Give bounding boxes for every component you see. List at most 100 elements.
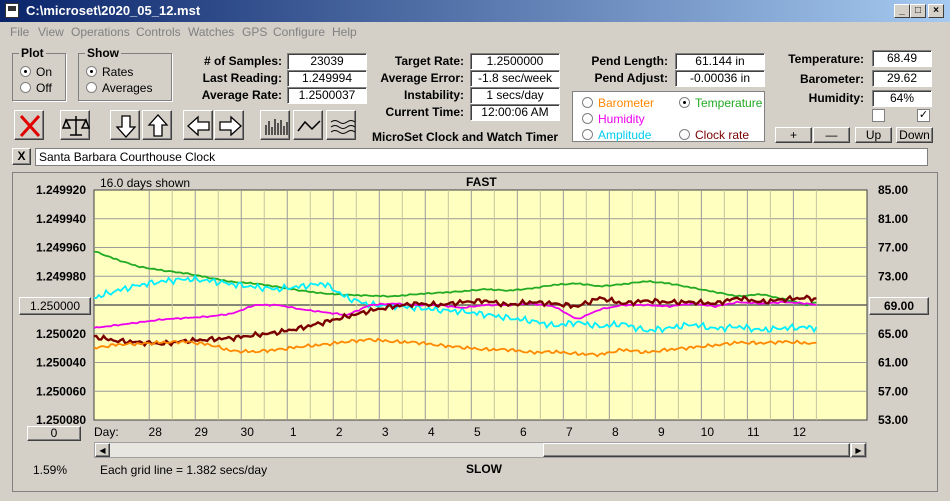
app-icon bbox=[5, 3, 19, 18]
radio-off-icon bbox=[86, 82, 97, 93]
show-rates-radio[interactable]: Rates bbox=[86, 65, 133, 79]
radio-off-icon bbox=[582, 113, 593, 124]
right-tick-label: 57.00 bbox=[878, 384, 908, 398]
line-graph-button[interactable] bbox=[293, 110, 323, 140]
show-averages-label: Averages bbox=[102, 81, 153, 95]
target-rate-field: 1.2500000 bbox=[470, 53, 560, 70]
left-tick-label: 1.250040 bbox=[36, 356, 86, 370]
right-tick-label: 85.00 bbox=[878, 183, 908, 197]
minimize-button[interactable]: _ bbox=[894, 4, 910, 18]
scale-up-button[interactable]: Up bbox=[855, 127, 892, 143]
barometer-label: Barometer: bbox=[799, 72, 864, 86]
menu-controls[interactable]: Controls bbox=[136, 25, 181, 39]
average-rate-label: Average Rate: bbox=[201, 88, 282, 102]
arrow-up-button[interactable] bbox=[142, 110, 172, 140]
center-rate-button[interactable]: 1.250000 bbox=[19, 297, 91, 315]
bar-graph-button[interactable] bbox=[260, 110, 290, 140]
days-shown-label: 16.0 days shown bbox=[100, 176, 191, 190]
clear-name-button[interactable]: X bbox=[12, 148, 31, 165]
grid-note-label: Each grid line = 1.382 secs/day bbox=[100, 463, 268, 477]
right-tick-label: 73.00 bbox=[878, 269, 908, 283]
menu-watches[interactable]: Watches bbox=[188, 25, 235, 39]
red-x-icon bbox=[19, 114, 41, 138]
pend-length-label: Pend Length: bbox=[591, 54, 668, 68]
instability-field: 1 secs/day bbox=[470, 87, 560, 104]
radio-off-icon bbox=[582, 129, 593, 140]
right-tick-label: 53.00 bbox=[878, 413, 908, 427]
arrow-right-button[interactable] bbox=[214, 110, 244, 140]
plot-off-label: Off bbox=[36, 81, 52, 95]
left-tick-label: 1.249980 bbox=[36, 269, 86, 283]
last-reading-label: Last Reading: bbox=[202, 71, 282, 85]
right-tick-label: 65.00 bbox=[878, 327, 908, 341]
day-tick-label: 8 bbox=[612, 425, 619, 439]
day-tick-label: 2 bbox=[336, 425, 343, 439]
scroll-right-button[interactable]: ▶ bbox=[851, 443, 866, 457]
plot-off-radio[interactable]: Off bbox=[20, 81, 52, 95]
menu-help[interactable]: Help bbox=[332, 25, 357, 39]
menu-view[interactable]: View bbox=[38, 25, 64, 39]
arrow-left-icon bbox=[187, 115, 210, 137]
time-scrollbar[interactable]: ◀ ▶ bbox=[94, 442, 867, 458]
average-rate-field: 1.2500037 bbox=[287, 87, 367, 104]
sensor-temperature-radio[interactable]: Temperature bbox=[679, 96, 762, 110]
left-tick-label: 1.249940 bbox=[36, 212, 86, 226]
menu-file[interactable]: File bbox=[10, 25, 30, 39]
scale-minus-button[interactable]: — bbox=[813, 127, 850, 143]
sensor-select-box: Barometer Temperature Humidity Amplitude… bbox=[572, 91, 765, 142]
current-time-field: 12:00:06 AM bbox=[470, 104, 560, 121]
radio-off-icon bbox=[20, 82, 31, 93]
zero-button[interactable]: 0 bbox=[27, 426, 81, 441]
sensor-clock-rate-radio[interactable]: Clock rate bbox=[679, 128, 749, 142]
series-lines bbox=[93, 250, 818, 358]
show-group: Show Rates Averages bbox=[78, 46, 172, 101]
scale-plus-button[interactable]: + bbox=[775, 127, 812, 143]
show-rates-label: Rates bbox=[102, 65, 134, 79]
day-tick-label: 30 bbox=[241, 425, 255, 439]
stop-button[interactable] bbox=[14, 110, 44, 140]
left-checkbox[interactable] bbox=[872, 109, 885, 122]
humidity-field: 64% bbox=[872, 90, 932, 107]
scroll-thumb[interactable] bbox=[543, 443, 850, 457]
temperature-field: 68.49 bbox=[872, 50, 932, 67]
balance-button[interactable] bbox=[60, 110, 91, 140]
sensor-humidity-radio[interactable]: Humidity bbox=[582, 112, 645, 126]
right-checkbox[interactable]: ✓ bbox=[917, 109, 930, 122]
show-caption: Show bbox=[85, 46, 121, 60]
samples-label: # of Samples: bbox=[203, 54, 282, 68]
last-reading-field: 1.249994 bbox=[287, 70, 367, 87]
right-axis-center-button[interactable]: 69.00 bbox=[869, 297, 929, 315]
arrow-right-icon bbox=[219, 115, 242, 137]
arrow-down-button[interactable] bbox=[110, 110, 140, 140]
day-tick-label: 4 bbox=[428, 425, 435, 439]
wave-graph-button[interactable] bbox=[326, 110, 356, 140]
samples-field: 23039 bbox=[287, 53, 367, 70]
clock-name-input[interactable]: Santa Barbara Courthouse Clock bbox=[35, 148, 928, 166]
target-rate-label: Target Rate: bbox=[394, 54, 464, 68]
day-tick-label: 10 bbox=[701, 425, 715, 439]
left-tick-label: 1.249960 bbox=[36, 241, 86, 255]
menu-operations[interactable]: Operations bbox=[71, 25, 130, 39]
left-tick-label: 1.249920 bbox=[36, 183, 86, 197]
day-tick-label: 11 bbox=[747, 425, 760, 439]
menu-gps[interactable]: GPS bbox=[242, 25, 268, 39]
plot-on-radio[interactable]: On bbox=[20, 65, 52, 79]
maximize-button[interactable]: □ bbox=[910, 4, 926, 18]
menu-configure[interactable]: Configure bbox=[273, 25, 326, 39]
day-tick-label: 6 bbox=[520, 425, 527, 439]
menu-bar: File View Operations Controls Watches GP… bbox=[0, 22, 950, 42]
show-averages-radio[interactable]: Averages bbox=[86, 81, 152, 95]
percent-label: 1.59% bbox=[33, 463, 68, 477]
scale-down-button[interactable]: Down bbox=[896, 127, 933, 143]
scroll-left-button[interactable]: ◀ bbox=[95, 443, 110, 457]
left-tick-label: 1.250080 bbox=[36, 413, 86, 427]
day-tick-label: 28 bbox=[149, 425, 163, 439]
right-tick-label: 61.00 bbox=[878, 356, 908, 370]
day-tick-label: 7 bbox=[566, 425, 573, 439]
arrow-down-icon bbox=[115, 115, 137, 138]
sensor-amplitude-radio[interactable]: Amplitude bbox=[582, 128, 651, 142]
arrow-left-button[interactable] bbox=[183, 110, 213, 140]
close-window-button[interactable]: × bbox=[928, 4, 944, 18]
sensor-barometer-radio[interactable]: Barometer bbox=[582, 96, 654, 110]
